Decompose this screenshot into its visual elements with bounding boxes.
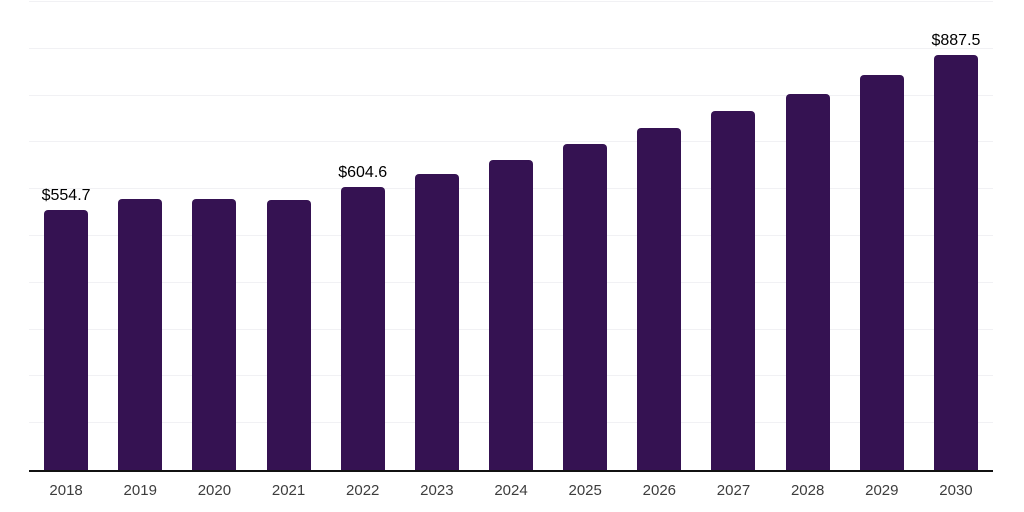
- bar-group: [400, 2, 474, 470]
- x-tick-label: 2029: [865, 482, 899, 499]
- x-tick-label: 2018: [49, 482, 83, 499]
- bar-group: [622, 2, 696, 470]
- bar: [933, 54, 978, 470]
- gridline: [29, 47, 993, 49]
- gridline: [29, 1, 993, 2]
- x-tick-label: 2028: [790, 482, 825, 499]
- bar: [785, 93, 830, 470]
- plot-area: $554.7 $604.6 $887.5: [29, 1, 993, 470]
- bar: [711, 110, 756, 470]
- bar-group: [845, 2, 919, 470]
- gridline: [29, 141, 993, 143]
- x-tick-label: 2027: [716, 482, 751, 499]
- bar-group: [103, 2, 177, 470]
- bars-row: $554.7 $604.6 $887.5: [29, 2, 993, 470]
- bar-group: [696, 2, 770, 470]
- bar-value-label: $554.7: [41, 187, 91, 205]
- bar: [266, 200, 311, 470]
- bar: [489, 159, 534, 470]
- bar-group: [177, 2, 251, 470]
- x-tick-label: 2026: [642, 482, 677, 499]
- bar: [414, 173, 459, 470]
- bar-group: [474, 2, 548, 470]
- bar-group: [771, 2, 845, 470]
- x-tick-label: 2021: [271, 482, 306, 499]
- x-tick-label: 2024: [494, 482, 528, 499]
- x-tick-label: 2025: [568, 482, 602, 499]
- bar: [44, 210, 89, 470]
- x-tick-label: 2022: [346, 482, 380, 499]
- bar-value-label: $604.6: [338, 164, 388, 182]
- x-tick-label: 2020: [197, 482, 232, 499]
- gridline: [29, 94, 993, 96]
- bar-group: $604.6: [326, 2, 400, 470]
- bar: [340, 187, 385, 470]
- bar-group: [548, 2, 622, 470]
- bar-group: $554.7: [29, 2, 103, 470]
- bar: [637, 128, 682, 470]
- x-axis-line: [29, 470, 993, 472]
- bar: [859, 74, 904, 470]
- bar: [192, 199, 237, 470]
- x-tick-label: 2023: [420, 482, 454, 499]
- bar: [563, 144, 608, 470]
- x-axis-labels: 2018 2019 2020 2021 2022 2023 2024 2025 2026 2027…: [29, 481, 993, 501]
- x-tick-label: 2030: [939, 482, 973, 499]
- bar-group: $887.5: [919, 2, 993, 470]
- bar-group: [251, 2, 325, 470]
- bar: [118, 198, 163, 470]
- bar-value-label: $887.5: [931, 31, 981, 49]
- x-tick-label: 2019: [123, 482, 157, 499]
